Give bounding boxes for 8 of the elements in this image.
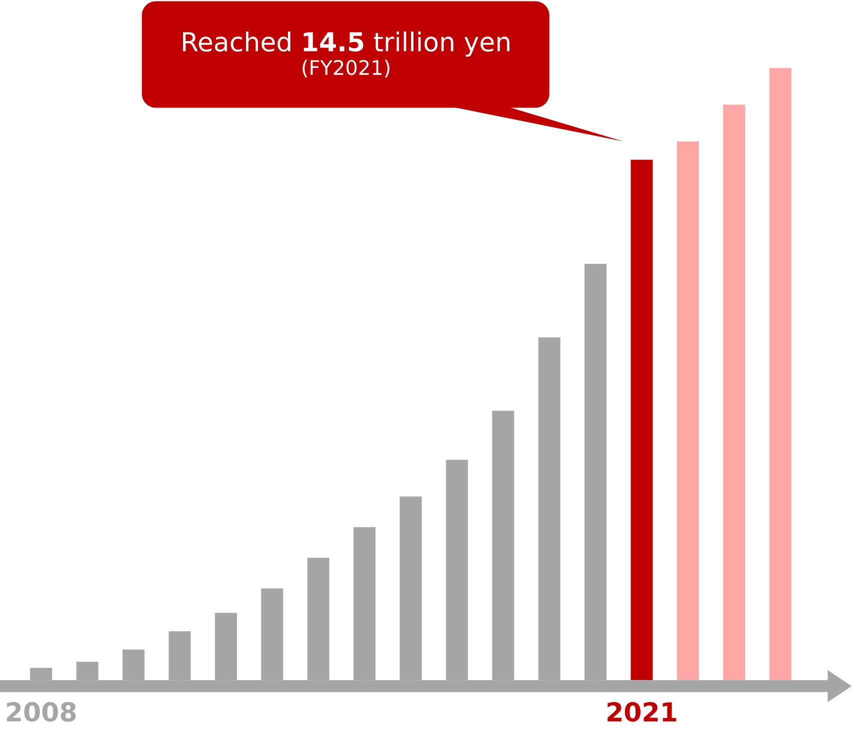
x-tick-label: 2021 [608,702,676,722]
x-tick-label: 2008 [6,702,76,722]
text: Reached 14.5 trillion yen [183,31,510,57]
bar [630,160,653,680]
annotation: (FY2021) [302,60,390,78]
bar [769,68,792,680]
bar [723,104,746,680]
bar [676,141,699,680]
